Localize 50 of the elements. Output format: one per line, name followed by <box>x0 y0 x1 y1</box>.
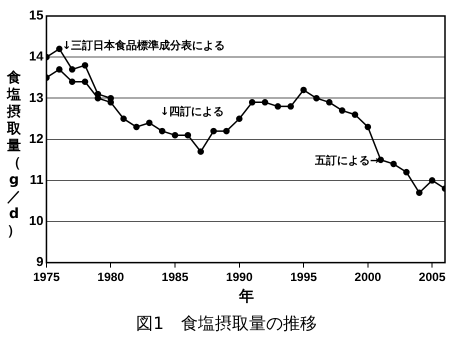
x-tick-label: 1990 <box>226 270 253 284</box>
point <box>107 99 114 106</box>
x-tick-label: 1980 <box>97 270 124 284</box>
point <box>82 78 88 86</box>
y-tick-label: 12 <box>28 130 44 146</box>
x-tick-label: 1995 <box>290 270 318 284</box>
x-tick-label: 2000 <box>354 270 382 284</box>
annotation: ↓四訂による <box>160 104 224 119</box>
text: 図1 食塩摂取量の推移 <box>135 313 318 335</box>
x-tick-label: 2005 <box>418 270 446 284</box>
point <box>262 99 268 106</box>
y-tick-label: 11 <box>30 172 44 187</box>
point <box>223 128 230 134</box>
point <box>236 116 243 122</box>
x-axis-title: 年 <box>238 287 255 306</box>
y-tick-label: 14 <box>28 48 44 64</box>
y-tick-label: 13 <box>28 90 44 105</box>
text: 食塩摂取量（g／d） <box>7 70 21 239</box>
point <box>146 120 153 126</box>
annotation: ↓三訂日本食品標準成分表による <box>62 38 226 53</box>
point <box>287 103 294 110</box>
point <box>133 124 140 130</box>
x-tick-label: 1985 <box>162 270 189 284</box>
point <box>172 132 178 138</box>
point <box>184 132 192 138</box>
point <box>403 168 410 176</box>
point <box>56 66 63 73</box>
y-tick-label: 10 <box>28 213 44 228</box>
point <box>210 128 217 134</box>
x-tick-label: 1975 <box>33 270 60 284</box>
point <box>352 111 358 118</box>
point <box>390 160 397 168</box>
point <box>68 78 76 86</box>
point <box>274 103 282 110</box>
point <box>416 189 423 196</box>
point <box>68 66 76 73</box>
point <box>197 148 204 155</box>
point <box>56 46 63 52</box>
y-tick-label: 15 <box>28 8 44 23</box>
point <box>300 86 307 94</box>
point <box>82 62 88 69</box>
point <box>120 116 127 122</box>
point <box>313 94 320 102</box>
point <box>338 107 346 114</box>
point <box>248 99 256 106</box>
point <box>158 128 166 134</box>
point <box>364 124 372 130</box>
point <box>428 177 436 184</box>
point <box>326 99 333 106</box>
y-tick-label: 9 <box>36 254 44 270</box>
